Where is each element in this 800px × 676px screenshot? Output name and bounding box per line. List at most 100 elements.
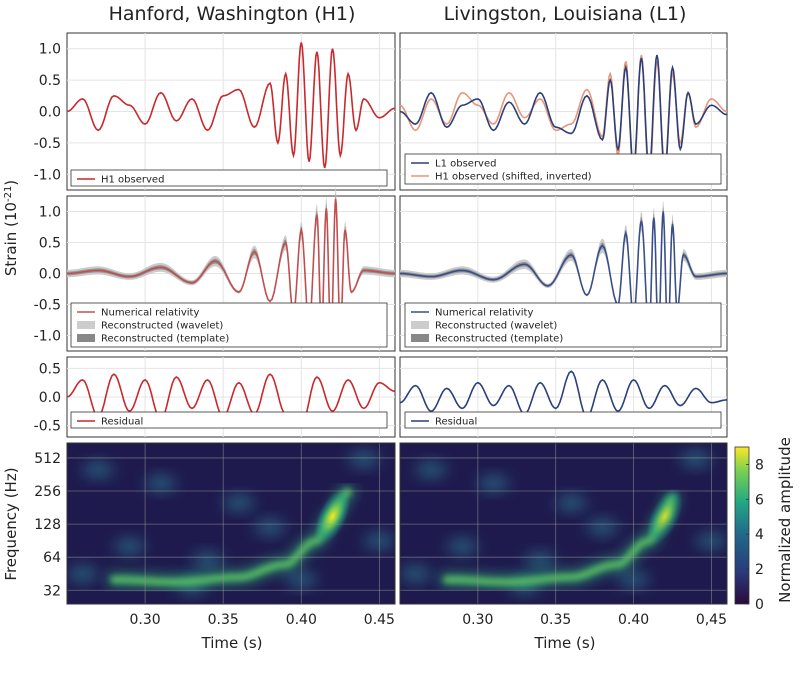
noise-blob	[471, 469, 516, 498]
time-axis-label-h1: Time (s)	[201, 634, 263, 652]
chirp-peak	[314, 488, 351, 545]
legend-box	[70, 411, 388, 429]
panel-h1-reconstruction: 1.0 0.5 0.0 -0.5 -1.0 Numerical relativity Rec…	[34, 186, 396, 352]
legend-entry: Reconstructed (wavelet)	[435, 321, 557, 332]
legend-box	[70, 169, 388, 187]
legend-entry: Reconstructed (wavelet)	[101, 321, 223, 332]
panel-frame	[399, 442, 728, 605]
noise-blob	[440, 532, 485, 561]
x-tick-label: 0.35	[208, 612, 239, 628]
series-line	[66, 42, 396, 169]
x-tick-label: 0.40	[618, 612, 649, 628]
colorbar-tick-label: 0	[755, 597, 764, 613]
panel-l1-reconstruction: Numerical relativity Reconstructed (wavel…	[399, 195, 728, 352]
colorbar-tick-label: 2	[755, 562, 764, 578]
legend-entry: Numerical relativity	[101, 308, 199, 319]
colorbar: 8 6 4 2 0	[734, 446, 764, 613]
legend-swatch	[77, 321, 95, 329]
colorbar-tick-label: 6	[755, 492, 764, 508]
y-tick-label: 32	[43, 583, 61, 599]
noise-blob	[580, 513, 625, 542]
noise-blob	[673, 445, 718, 474]
noise-blob	[248, 513, 293, 542]
noise-blob	[185, 546, 230, 575]
legend-entry: Residual	[101, 417, 143, 428]
y-tick-label: 512	[34, 451, 61, 467]
noise-blob	[107, 532, 152, 561]
legend-entry: Reconstructed (template)	[435, 334, 563, 345]
strain-label-base: Strain (10	[2, 202, 20, 276]
colorbar-gradient	[734, 446, 750, 605]
y-tick-label: 1.0	[39, 42, 61, 58]
x-tick-label: 0.30	[462, 612, 493, 628]
y-tick-label: 256	[34, 484, 61, 500]
y-tick-label: -0.5	[34, 419, 61, 435]
y-tick-label: -1.0	[34, 167, 61, 183]
noise-blob	[689, 526, 727, 555]
series-line	[399, 370, 728, 419]
panel-h1-spectrogram: 0.30 0.35 0.40 0.45 512 256 128 64 32	[34, 442, 396, 628]
strain-axis-label: Strain (10-21)	[2, 180, 20, 276]
legend-entry: H1 observed (shifted, inverted)	[435, 172, 592, 183]
chirp-peak	[646, 488, 683, 545]
y-tick-label: 64	[43, 550, 61, 566]
y-tick-label: 1.0	[39, 205, 61, 221]
frequency-axis-label: Frequency (Hz)	[2, 467, 20, 580]
y-tick-label: 0.5	[39, 236, 61, 252]
legend-box	[404, 411, 722, 429]
noise-blob	[341, 445, 386, 474]
legend-box	[404, 153, 722, 185]
spectrogram-content	[400, 443, 727, 604]
legend-entry: Residual	[435, 417, 477, 428]
panel-l1-spectrogram: 0.30 0.35 0.40 0,45	[399, 442, 728, 628]
x-tick-label: 0.45	[364, 612, 395, 628]
colorbar-label: Normalized amplitude	[776, 437, 794, 603]
noise-blob	[216, 488, 261, 517]
noise-blob	[76, 455, 121, 484]
legend-swatch	[77, 334, 95, 342]
noise-blob	[138, 469, 183, 498]
panel-h1-observed: 1.0 0.5 0.0 -0.5 -1.0 H1 observed	[34, 32, 396, 191]
y-tick-label: 0.5	[39, 361, 61, 377]
legend-box	[70, 302, 388, 348]
legend-swatch	[411, 334, 429, 342]
panel-h1-residual: 0.5 0.0 -0.5 Residual	[34, 356, 396, 438]
y-tick-label: 128	[34, 517, 61, 533]
plot-area: 1.0 0.5 0.0 -0.5 -1.0 H1 observed L1 observed H…	[34, 32, 764, 628]
panel-l1-residual: Residual	[399, 356, 728, 438]
y-tick-label: 0.0	[39, 105, 61, 121]
legend-box	[404, 302, 722, 348]
noise-blob	[357, 526, 395, 555]
column-title-h1: Hanford, Washington (H1)	[109, 3, 356, 25]
legend-entry: Numerical relativity	[435, 308, 533, 319]
legend-swatch	[411, 321, 429, 329]
strain-label-close: )	[2, 180, 20, 186]
panel-l1-observed: L1 observed H1 observed (shifted, inverte…	[399, 32, 728, 191]
noise-blob	[67, 559, 105, 588]
noise-blob	[518, 546, 563, 575]
y-tick-label: 0.0	[39, 390, 61, 406]
x-tick-label: 0,45	[696, 612, 727, 628]
legend-entry: L1 observed	[435, 159, 496, 170]
series-line	[399, 54, 728, 175]
y-tick-label: -0.5	[34, 298, 61, 314]
noise-blob	[409, 455, 454, 484]
colorbar-tick-label: 8	[755, 457, 764, 473]
x-tick-label: 0.40	[286, 612, 317, 628]
x-tick-label: 0.30	[130, 612, 161, 628]
y-tick-label: 0.0	[39, 267, 61, 283]
colorbar-tick-label: 4	[755, 527, 764, 543]
legend-entry: H1 observed	[101, 175, 164, 186]
y-tick-label: -1.0	[34, 329, 61, 345]
noise-blob	[400, 559, 438, 588]
legend-entry: Reconstructed (template)	[101, 334, 229, 345]
y-tick-label: 0.5	[39, 73, 61, 89]
column-title-l1: Livingston, Louisiana (L1)	[444, 3, 687, 25]
panel-frame	[66, 442, 396, 605]
x-tick-label: 0.35	[540, 612, 571, 628]
series-line	[66, 373, 396, 427]
strain-label-exp: -21	[3, 186, 14, 202]
y-tick-label: -0.5	[34, 136, 61, 152]
spectrogram-content	[67, 443, 395, 604]
